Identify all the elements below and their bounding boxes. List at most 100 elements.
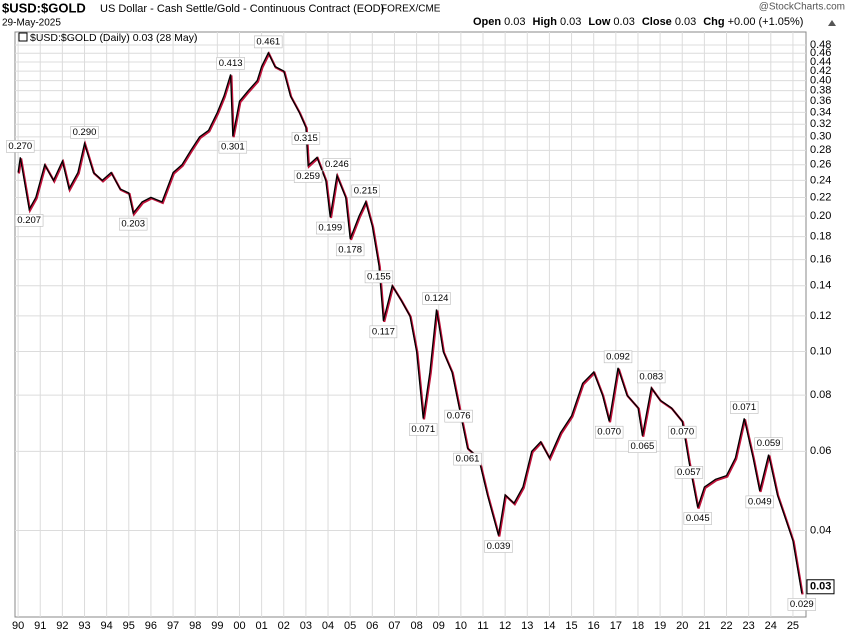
y-tick-label: 0.40 <box>810 75 831 87</box>
x-tick-label: 21 <box>698 620 710 632</box>
x-tick-label: 92 <box>56 620 68 632</box>
annotation-box <box>595 425 624 439</box>
annotation-box <box>316 221 345 235</box>
y-tick-label: 0.20 <box>810 210 831 222</box>
annotation-box <box>409 423 438 436</box>
quote-value: 0.03 <box>675 16 696 28</box>
annotation-label: 0.270 <box>8 141 32 152</box>
annotation-label: 0.124 <box>425 293 449 304</box>
x-tick-label: 24 <box>765 620 777 632</box>
symbol: $USD:$GOLD <box>2 0 86 15</box>
annotation-label: 0.207 <box>17 215 41 226</box>
price-line <box>17 51 803 594</box>
y-tick-label: 0.04 <box>810 524 831 536</box>
y-tick-label: 0.36 <box>810 95 831 107</box>
quote-value: +0.00 (+1.05%) <box>728 16 804 28</box>
annotation-label: 0.070 <box>670 427 694 438</box>
annotation-label: 0.199 <box>318 223 342 234</box>
legend-icon <box>18 32 28 42</box>
x-tick-label: 01 <box>255 620 267 632</box>
annotation-label: 0.259 <box>296 171 320 182</box>
y-tick-label: 0.48 <box>810 39 831 51</box>
description: US Dollar - Cash Settle/Gold - Continuou… <box>100 3 384 15</box>
annotation-box <box>335 243 365 257</box>
y-tick-label: 0.06 <box>810 445 831 457</box>
source: @StockCharts.com <box>759 2 845 13</box>
annotation-box <box>216 57 245 70</box>
x-tick-label: 23 <box>743 620 755 632</box>
quote-label: Chg <box>703 16 724 28</box>
y-tick-label: 0.42 <box>810 65 831 77</box>
x-tick-label: 20 <box>676 620 688 632</box>
quote: Open 0.03 High 0.03 Low 0.03 Close 0.03 Chg +0.00… <box>473 16 803 28</box>
x-tick-label: 08 <box>410 620 422 632</box>
x-tick-label: 13 <box>521 620 533 632</box>
x-tick-label: 02 <box>278 620 290 632</box>
annotation-box <box>444 409 473 423</box>
y-tick-label: 0.28 <box>810 144 831 156</box>
y-tick-label: 0.24 <box>810 174 831 186</box>
x-tick-label: 00 <box>233 620 245 632</box>
x-tick-label: 18 <box>632 620 644 632</box>
annotation-box <box>422 292 451 305</box>
annotation-label: 0.049 <box>748 496 772 507</box>
x-tick-label: 97 <box>167 620 179 632</box>
annotation-label: 0.070 <box>597 427 621 438</box>
annotation-label: 0.071 <box>732 402 756 413</box>
annotation-box <box>787 598 816 611</box>
last-value-label: 0.03 <box>810 581 831 593</box>
annotation-label: 0.059 <box>757 438 781 449</box>
quote-label: Close <box>642 16 672 28</box>
annotation-label: 0.290 <box>73 127 97 138</box>
annotation-box <box>745 495 774 509</box>
annotation-label: 0.215 <box>354 185 378 196</box>
x-tick-label: 91 <box>34 620 46 632</box>
exchange: FOREX/CME <box>381 4 441 15</box>
quote-label: High <box>533 16 558 28</box>
annotation-label: 0.301 <box>221 142 245 153</box>
annotation-box <box>674 466 704 479</box>
annotation-label: 0.076 <box>447 411 471 422</box>
x-tick-label: 93 <box>78 620 90 632</box>
y-tick-label: 0.38 <box>810 85 831 97</box>
annotation-box <box>369 325 398 339</box>
y-tick-label: 0.32 <box>810 118 831 130</box>
y-tick-label: 0.14 <box>810 280 831 292</box>
annotation-box <box>668 425 697 439</box>
annotation-box <box>364 270 394 284</box>
y-tick-label: 0.12 <box>810 310 831 322</box>
annotation-box <box>453 452 482 466</box>
y-tick-label: 0.18 <box>810 231 831 243</box>
x-tick-label: 95 <box>123 620 135 632</box>
y-tick-label: 0.26 <box>810 159 831 171</box>
annotation-label: 0.071 <box>411 424 435 435</box>
x-tick-label: 11 <box>477 620 488 632</box>
annotation-box <box>637 370 666 384</box>
annotation-label: 0.117 <box>372 326 395 337</box>
annotation-label: 0.155 <box>367 271 391 282</box>
y-tick-label: 0.34 <box>810 106 831 118</box>
annotation-label: 0.246 <box>325 159 349 170</box>
y-tick-label: 0.08 <box>810 389 831 401</box>
x-tick-label: 03 <box>300 620 312 632</box>
y-tick-label: 0.16 <box>810 254 831 266</box>
quote-value: 0.03 <box>504 16 525 28</box>
date: 29-May-2025 <box>2 18 61 29</box>
x-tick-label: 94 <box>101 620 113 632</box>
annotation-label: 0.057 <box>677 467 701 478</box>
annotation-box <box>683 512 712 525</box>
x-tick-label: 07 <box>388 620 400 632</box>
plot-border <box>14 31 807 618</box>
annotation-label: 0.039 <box>487 541 511 552</box>
quote-value: 0.03 <box>560 16 581 28</box>
annotation-box <box>730 401 759 414</box>
x-tick-label: 12 <box>499 620 511 632</box>
annotation-label: 0.083 <box>639 371 663 382</box>
annotation-label: 0.178 <box>338 244 362 255</box>
y-tick-label: 0.30 <box>810 131 831 143</box>
x-tick-label: 96 <box>145 620 157 632</box>
x-tick-label: 09 <box>433 620 445 632</box>
x-tick-label: 22 <box>720 620 732 632</box>
annotation-label: 0.065 <box>631 441 655 452</box>
